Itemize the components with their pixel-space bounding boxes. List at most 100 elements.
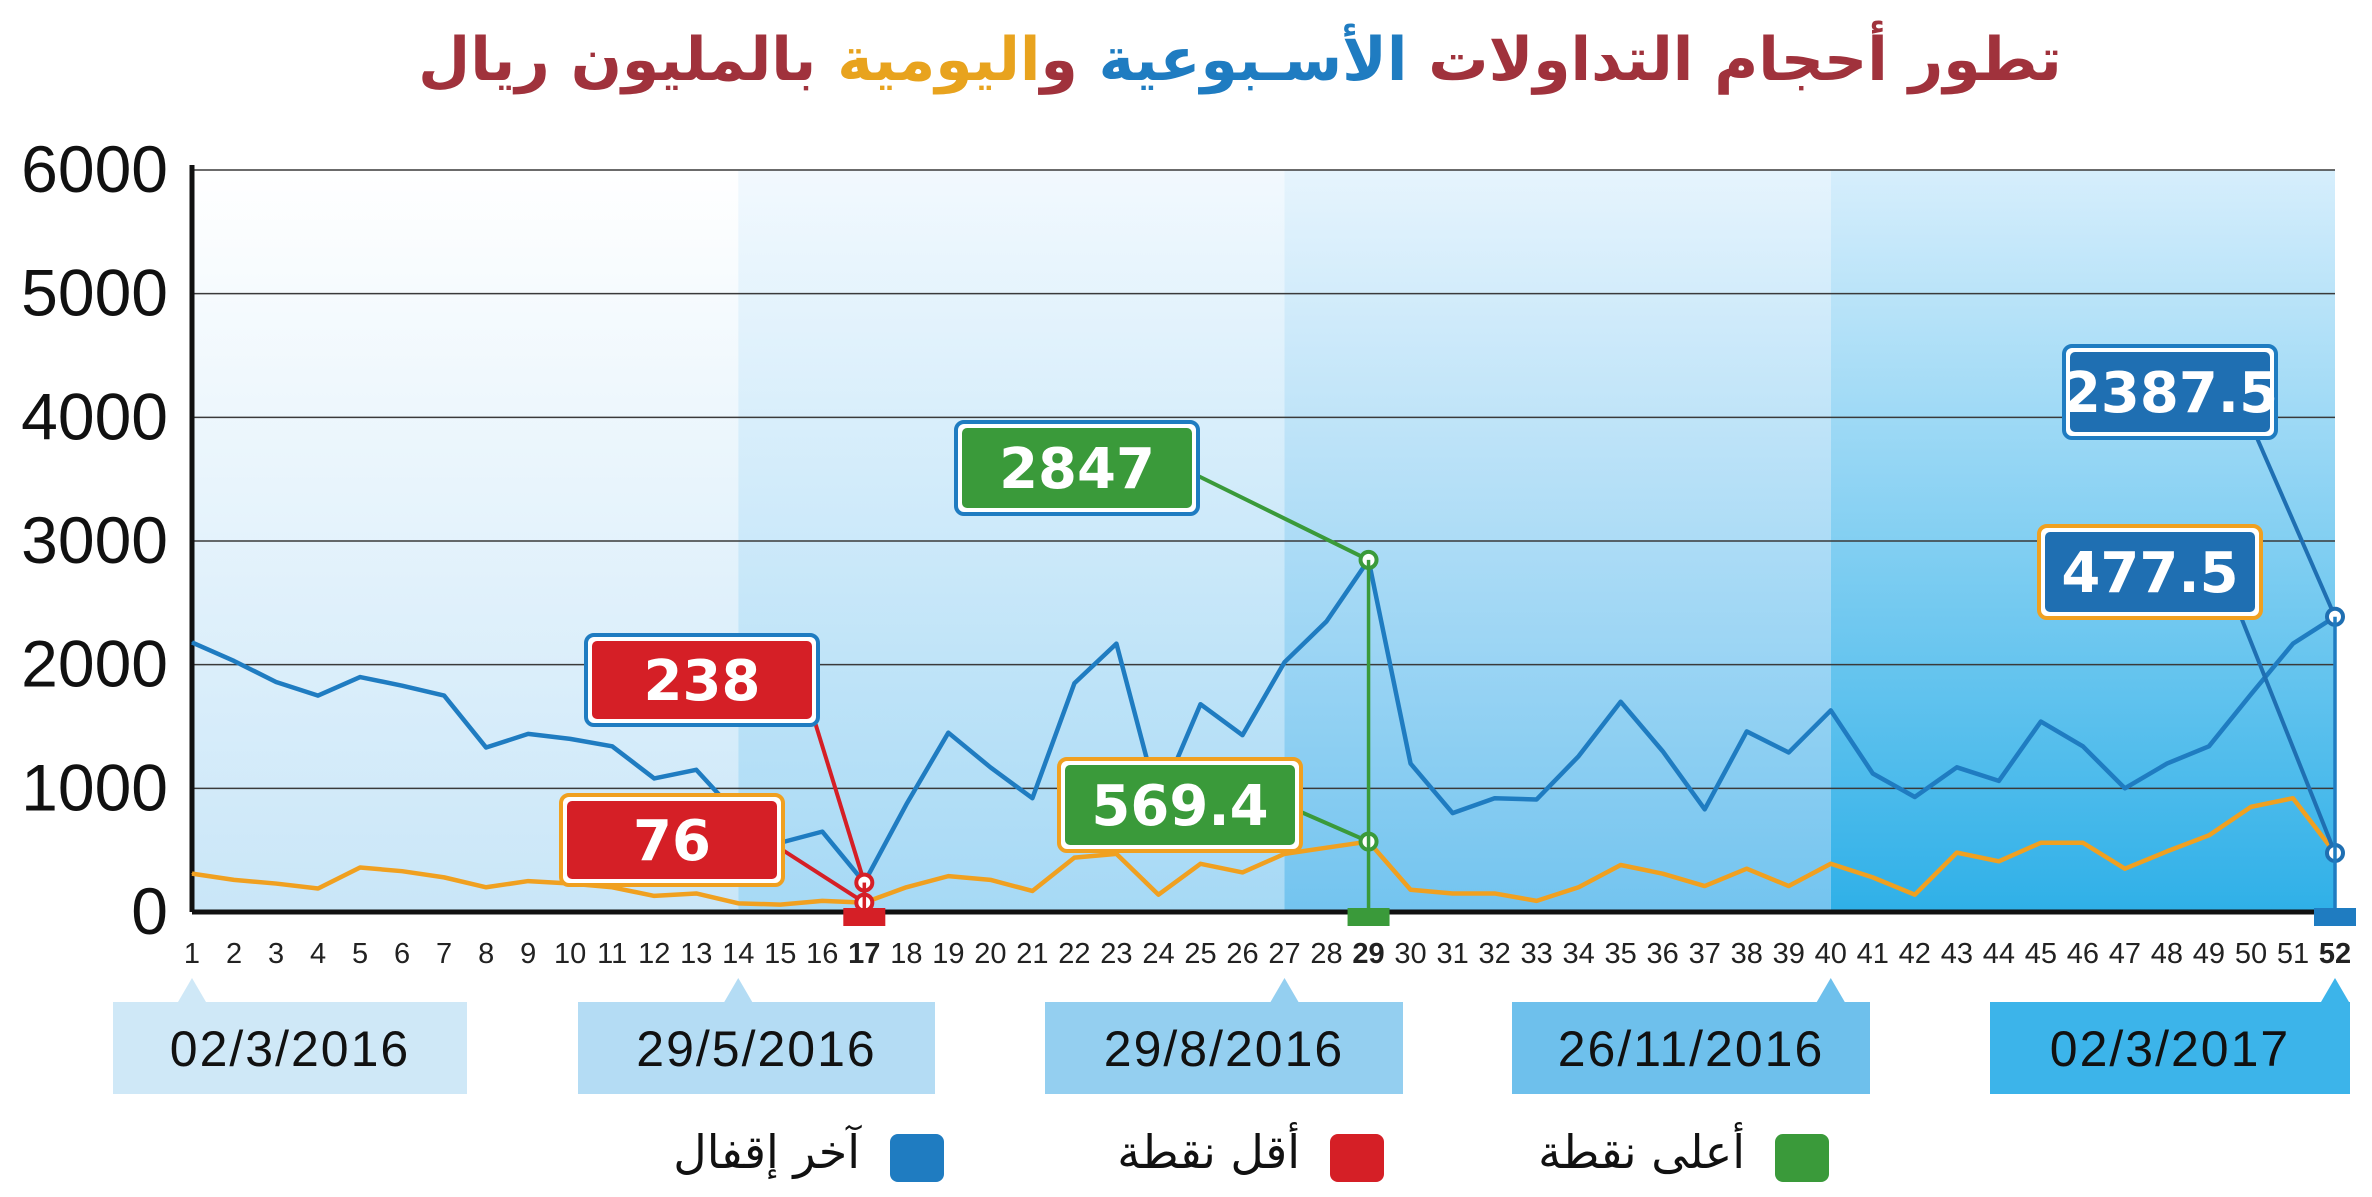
- data-point: [1914, 796, 1916, 798]
- data-point: [1115, 853, 1118, 855]
- data-point: [989, 766, 991, 768]
- data-point: [401, 685, 403, 687]
- data-point: [1662, 873, 1664, 875]
- data-point: [2292, 643, 2294, 645]
- data-point: [1956, 766, 1958, 768]
- data-point: [821, 831, 823, 833]
- data-point: [569, 738, 571, 740]
- data-point: [2124, 868, 2126, 870]
- data-point: [233, 660, 235, 662]
- callout-label: 2847: [999, 437, 1155, 502]
- data-point: [695, 769, 697, 771]
- data-point: [1451, 812, 1454, 814]
- x-tick-label: 29: [1352, 938, 1384, 970]
- date-box: [578, 1002, 935, 1094]
- data-point: [947, 732, 949, 734]
- data-point: [233, 879, 235, 881]
- series-line-0: [191, 557, 2337, 885]
- y-tick-label: 3000: [21, 503, 168, 577]
- data-point: [1788, 751, 1790, 754]
- data-point: [1578, 886, 1580, 888]
- x-highlight-marker: [1347, 908, 1390, 926]
- legend-swatch: [1330, 1134, 1384, 1182]
- date-label: 29/8/2016: [1104, 1021, 1344, 1077]
- data-point: [275, 681, 277, 683]
- data-point: [1998, 860, 2000, 862]
- x-tick-label: 19: [932, 938, 964, 970]
- data-point: [1830, 863, 1832, 865]
- data-point: [1115, 643, 1118, 645]
- x-tick-label: 15: [764, 938, 796, 970]
- data-point: [485, 746, 487, 749]
- data-point: [2040, 842, 2042, 844]
- callout-label: 2387.5: [2062, 361, 2278, 426]
- callout-label: 477.5: [2061, 541, 2238, 606]
- date-box: [1045, 1002, 1403, 1094]
- x-tick-label: 40: [1815, 938, 1847, 970]
- callouts: 238 76 2847 569.4 2387.5 477.5: [559, 344, 2345, 913]
- data-point: [1620, 864, 1622, 866]
- x-tick-label: 31: [1436, 938, 1468, 970]
- data-point: [2250, 693, 2252, 695]
- data-point: [1031, 890, 1033, 892]
- data-point: [1704, 885, 1706, 887]
- data-point: [2082, 745, 2084, 747]
- x-tick-label: 30: [1394, 938, 1426, 970]
- x-tick-label: 48: [2151, 938, 2183, 970]
- data-point: [737, 902, 739, 904]
- date-pointer: [2321, 978, 2349, 1002]
- axes: [189, 165, 2335, 915]
- data-point: [1536, 900, 1538, 902]
- data-point: [1746, 730, 1748, 733]
- data-point: [1325, 620, 1328, 622]
- x-tick-label: 18: [890, 938, 922, 970]
- x-tick-label: 38: [1731, 938, 1763, 970]
- x-tick-label: 46: [2067, 938, 2099, 970]
- data-point: [275, 882, 277, 885]
- callout-label: 238: [644, 649, 761, 714]
- data-point: [947, 875, 949, 877]
- data-point: [1241, 734, 1244, 736]
- data-point: [317, 887, 319, 890]
- callout-leader: [2248, 421, 2337, 618]
- x-tick-label: 4: [310, 938, 326, 970]
- x-tick-label: 11: [597, 938, 627, 970]
- title-part-0: تطور أحجام التداولات: [1407, 20, 2061, 95]
- data-point: [695, 892, 697, 895]
- data-point: [191, 873, 193, 875]
- data-point: [2166, 850, 2168, 853]
- data-point: [1872, 876, 1874, 878]
- data-point: [2124, 787, 2126, 789]
- x-tick-label: 47: [2109, 938, 2141, 970]
- callout-label: 76: [633, 809, 711, 874]
- x-tick-label: 25: [1184, 938, 1216, 970]
- data-point: [1998, 780, 2000, 782]
- data-point: [1199, 703, 1202, 705]
- data-point: [1956, 852, 1958, 854]
- x-tick-label: 26: [1226, 938, 1258, 970]
- y-tick-label: 0: [131, 874, 168, 948]
- x-tick-label: 17: [848, 938, 880, 970]
- data-point: [1536, 798, 1538, 801]
- title-part-4: بالمليون ريال: [418, 25, 816, 95]
- x-tick-label: 37: [1689, 938, 1721, 970]
- data-point: [1788, 885, 1790, 887]
- data-point: [1872, 772, 1874, 775]
- data-point: [1325, 847, 1328, 849]
- callout-label: 569.4: [1091, 774, 1268, 839]
- callout-leader: [1181, 466, 1370, 562]
- x-tick-label: 39: [1773, 938, 1805, 970]
- data-point: [191, 641, 193, 644]
- data-point: [1494, 892, 1496, 895]
- y-tick-label: 6000: [21, 132, 168, 206]
- x-tick-label: 32: [1478, 938, 1510, 970]
- y-tick-label: 4000: [21, 379, 168, 453]
- x-tick-label: 35: [1605, 938, 1637, 970]
- callout-leader: [2233, 601, 2337, 854]
- x-tick-label: 2: [226, 938, 242, 970]
- date-pointer: [1270, 978, 1299, 1002]
- callout-box: [2070, 352, 2270, 432]
- x-tick-label: 24: [1142, 938, 1174, 970]
- data-point: [317, 694, 319, 697]
